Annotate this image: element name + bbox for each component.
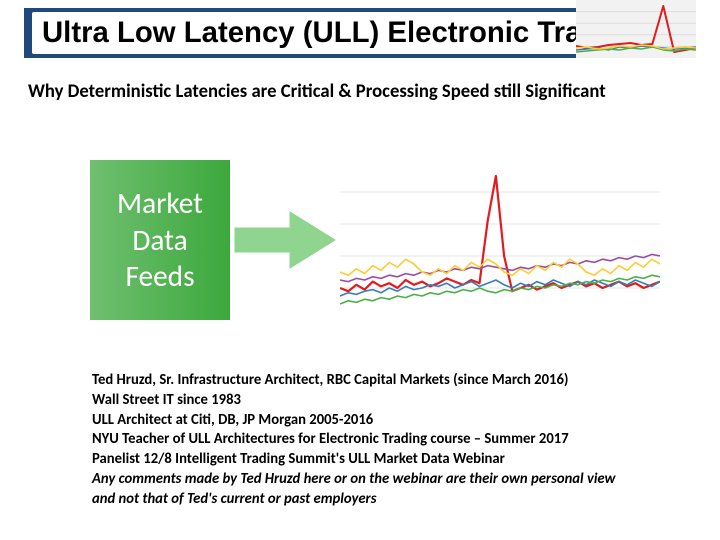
bio-line: Ted Hruzd, Sr. Infrastructure Architect,…	[92, 370, 640, 390]
presenter-bio: Ted Hruzd, Sr. Infrastructure Architect,…	[92, 370, 640, 509]
corner-chart-svg	[576, 0, 696, 58]
title-white-box: Ultra Low Latency (ULL) Electronic Tradi…	[32, 12, 653, 54]
subtitle: Why Deterministic Latencies are Critical…	[28, 80, 606, 103]
bio-line: ULL Architect at Citi, DB, JP Morgan 200…	[92, 410, 640, 430]
corner-chart	[576, 0, 696, 58]
bio-line: Wall Street IT since 1983	[92, 390, 640, 410]
bio-line: NYU Teacher of ULL Architectures for Ele…	[92, 429, 640, 449]
main-chart-svg	[340, 160, 660, 320]
feeds-line1: Market	[117, 185, 203, 221]
market-data-feeds-box: Market Data Feeds	[90, 160, 230, 320]
feeds-text: Market Data Feeds	[117, 185, 203, 295]
bio-line: Panelist 12/8 Intelligent Trading Summit…	[92, 449, 640, 469]
feeds-line2: Data	[132, 222, 187, 258]
arrow-wrap	[230, 160, 340, 320]
center-group: Market Data Feeds	[90, 160, 660, 330]
page-title: Ultra Low Latency (ULL) Electronic Tradi…	[42, 16, 643, 49]
arrow-icon	[230, 200, 340, 280]
bio-disclaimer: Any comments made by Ted Hruzd here or o…	[92, 469, 640, 509]
feeds-line3: Feeds	[125, 258, 194, 294]
main-chart	[340, 160, 660, 320]
